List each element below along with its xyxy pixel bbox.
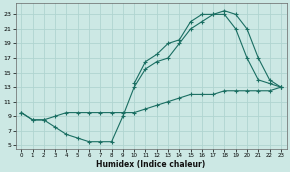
X-axis label: Humidex (Indice chaleur): Humidex (Indice chaleur) xyxy=(97,159,206,169)
